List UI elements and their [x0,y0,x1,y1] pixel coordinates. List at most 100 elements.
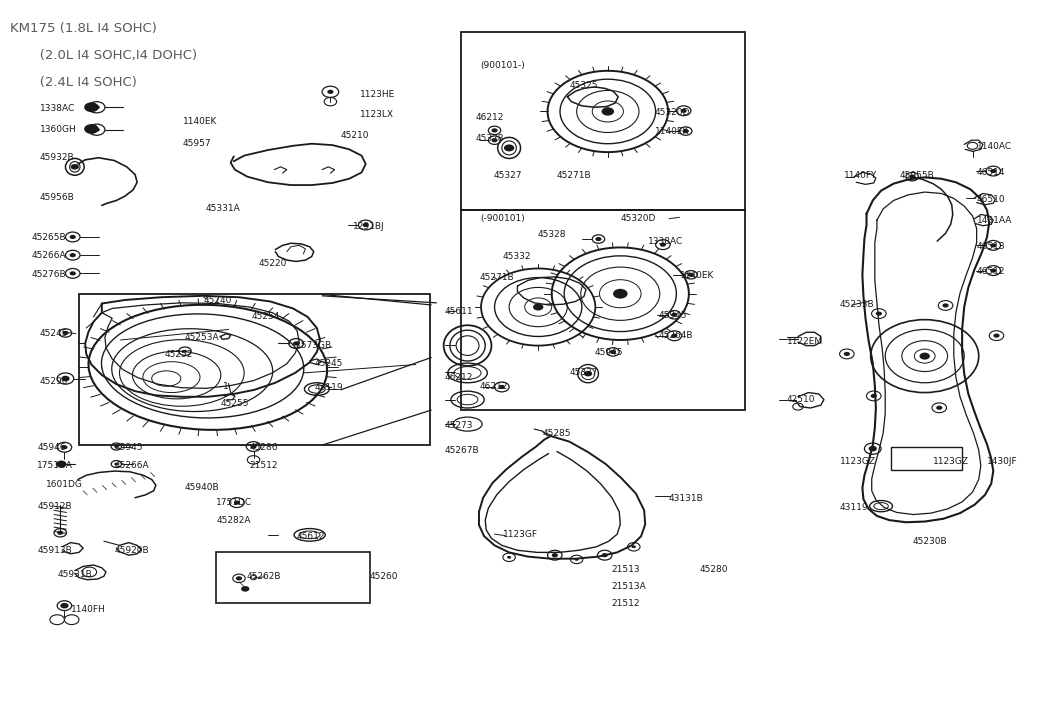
Circle shape [60,603,69,608]
Text: 45282A: 45282A [216,516,250,524]
Text: 45255: 45255 [220,400,248,408]
Text: 45240: 45240 [204,296,232,304]
Text: 45940B: 45940B [185,483,219,491]
Text: 45230B: 45230B [912,537,947,545]
Circle shape [71,164,79,170]
Text: 1338AC: 1338AC [39,104,75,113]
Circle shape [683,129,689,133]
Text: 1: 1 [223,383,230,391]
Text: 42510: 42510 [787,395,815,404]
Text: (900101-): (900101-) [480,61,525,69]
Text: 1140EK: 1140EK [183,118,217,126]
Text: 1123GZ: 1123GZ [840,457,876,465]
Circle shape [990,243,996,247]
Text: 46212: 46212 [476,114,504,122]
Text: 1140AC: 1140AC [977,142,1012,151]
Circle shape [94,105,100,109]
Text: (2.4L I4 SOHC): (2.4L I4 SOHC) [10,76,137,89]
Text: 21513A: 21513A [611,583,645,591]
Circle shape [61,445,68,449]
Text: 45320D: 45320D [620,215,656,223]
Text: 45612: 45612 [296,533,324,541]
Text: 1338AC: 1338AC [648,238,684,246]
Text: 21512: 21512 [249,461,277,470]
Circle shape [613,289,628,299]
Text: 1140FY: 1140FY [844,172,877,180]
Text: 1123HE: 1123HE [359,90,395,99]
Circle shape [671,334,677,338]
Text: 45920B: 45920B [114,546,149,554]
Circle shape [688,273,694,277]
Circle shape [56,461,66,468]
Text: (2.0L I4 SOHC,I4 DOHC): (2.0L I4 SOHC,I4 DOHC) [10,49,197,62]
Text: 46212: 46212 [445,373,473,381]
Circle shape [62,331,69,335]
Text: 45913B: 45913B [37,546,72,554]
Circle shape [610,350,616,354]
Circle shape [250,444,257,449]
Circle shape [660,243,666,247]
Circle shape [70,271,76,275]
Text: 45946: 45946 [37,444,65,452]
Text: 45285: 45285 [542,430,570,438]
Text: 1360GH: 1360GH [39,125,76,134]
Text: 45210: 45210 [341,132,369,140]
Text: 1123LX: 1123LX [359,111,394,119]
Text: 1140EK: 1140EK [680,271,714,280]
Circle shape [84,102,99,112]
Text: 45253A: 45253A [185,333,219,341]
Circle shape [552,553,558,557]
Circle shape [499,385,505,389]
Text: 45266A: 45266A [31,252,65,260]
Circle shape [876,311,882,315]
Bar [461,32,745,210]
Circle shape [507,556,511,559]
Circle shape [632,545,636,548]
Text: 45327: 45327 [494,172,522,180]
Text: 45327: 45327 [569,369,597,377]
Circle shape [183,350,187,353]
Text: 45271B: 45271B [557,172,591,180]
Text: 1122EM: 1122EM [787,337,823,346]
Text: 45233B: 45233B [840,301,874,309]
Circle shape [869,446,877,451]
Bar [891,447,962,470]
Text: 45271B: 45271B [480,273,514,282]
Bar [79,294,430,445]
Circle shape [363,223,369,227]
Text: 21513: 21513 [611,566,640,574]
Text: 45245: 45245 [39,329,68,338]
Text: 45325: 45325 [569,81,597,90]
Circle shape [236,576,242,580]
Circle shape [533,304,543,311]
Text: 46510: 46510 [977,195,1006,203]
Text: 1751DA: 1751DA [37,461,74,470]
Text: 1431AA: 1431AA [977,216,1012,224]
Text: 45254: 45254 [251,313,279,321]
Text: 45328: 45328 [537,231,565,239]
Circle shape [234,501,240,505]
Text: 45320D: 45320D [655,108,690,116]
Circle shape [114,445,118,448]
Circle shape [936,406,942,410]
Text: 1430JF: 1430JF [987,457,1017,465]
Text: 45290: 45290 [39,377,68,386]
Text: 45932B: 45932B [39,154,74,162]
Text: (-900101): (-900101) [480,215,525,223]
Circle shape [942,304,949,308]
Circle shape [94,128,100,132]
Text: 45945: 45945 [659,311,687,320]
Text: 45931B: 45931B [57,570,91,578]
Text: 1140FH: 1140FH [71,605,105,613]
Bar [461,210,745,410]
Text: 21512: 21512 [611,599,639,608]
Text: KM175 (1.8L I4 SOHC): KM175 (1.8L I4 SOHC) [10,22,157,36]
Text: 45956B: 45956B [39,193,74,202]
Text: 45245: 45245 [315,360,343,368]
Text: 45945: 45945 [114,444,142,452]
Text: 45280: 45280 [699,566,727,574]
Circle shape [575,558,579,561]
Text: 1231BJ: 1231BJ [353,222,384,231]
Circle shape [871,394,877,398]
Text: 45262B: 45262B [246,573,281,581]
